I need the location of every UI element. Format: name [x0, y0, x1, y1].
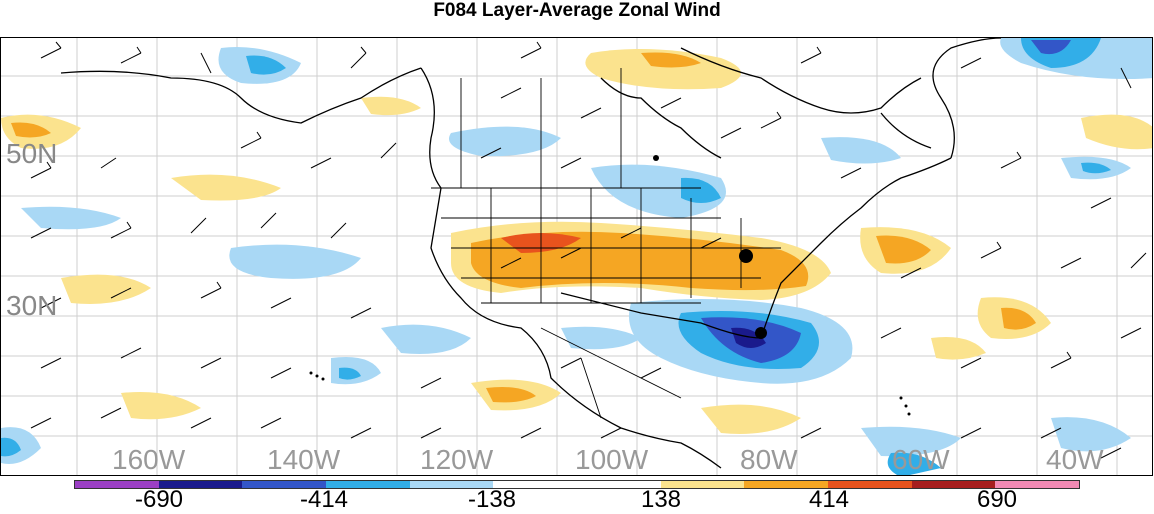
lon-label-40w: 40W: [1046, 444, 1104, 475]
colorbar-swatch: [995, 481, 1080, 488]
wind-barbs: [30, 41, 1147, 459]
wind-map: 50N 30N: [0, 37, 1153, 476]
colorbar-swatch: [493, 481, 578, 488]
coastlines: [60, 38, 1002, 469]
colorbar-label-neg414: -414: [299, 486, 349, 513]
colorbar-label-neg138: -138: [467, 486, 517, 513]
lon-label-120w: 120W: [420, 444, 494, 475]
islands: [309, 155, 911, 416]
lon-label-80w: 80W: [740, 444, 798, 475]
colorbar-label-neg690: -690: [134, 486, 184, 513]
colorbar-label-690: 690: [976, 486, 1018, 513]
map-title: F084 Layer-Average Zonal Wind: [433, 0, 721, 21]
colorbar-swatch: [409, 481, 494, 488]
colorbar-swatch: [828, 481, 912, 488]
colorbar-swatch: [660, 481, 745, 488]
colorbar-swatch: [158, 481, 243, 488]
colorbar-label-414: 414: [808, 486, 850, 513]
colorbar-swatch: [326, 481, 410, 488]
lon-label-160w: 160W: [112, 444, 186, 475]
positive-wind-areas: [1, 49, 1152, 434]
colorbar-swatch: [577, 481, 661, 488]
lon-label-100w: 100W: [575, 444, 649, 475]
lat-label-50n: 50N: [6, 138, 58, 169]
colorbar-swatch: [911, 481, 996, 488]
colorbar: [74, 480, 1080, 489]
state-borders: [431, 68, 781, 419]
lon-label-140w: 140W: [267, 444, 341, 475]
lon-label-60w: 60W: [892, 444, 950, 475]
colorbar-label-138: 138: [640, 486, 682, 513]
colorbar-swatch: [75, 481, 159, 488]
colorbar-swatch: [744, 481, 829, 488]
map-canvas: [1, 38, 1152, 475]
lat-label-30n: 30N: [6, 290, 58, 321]
colorbar-swatch: [242, 481, 327, 488]
